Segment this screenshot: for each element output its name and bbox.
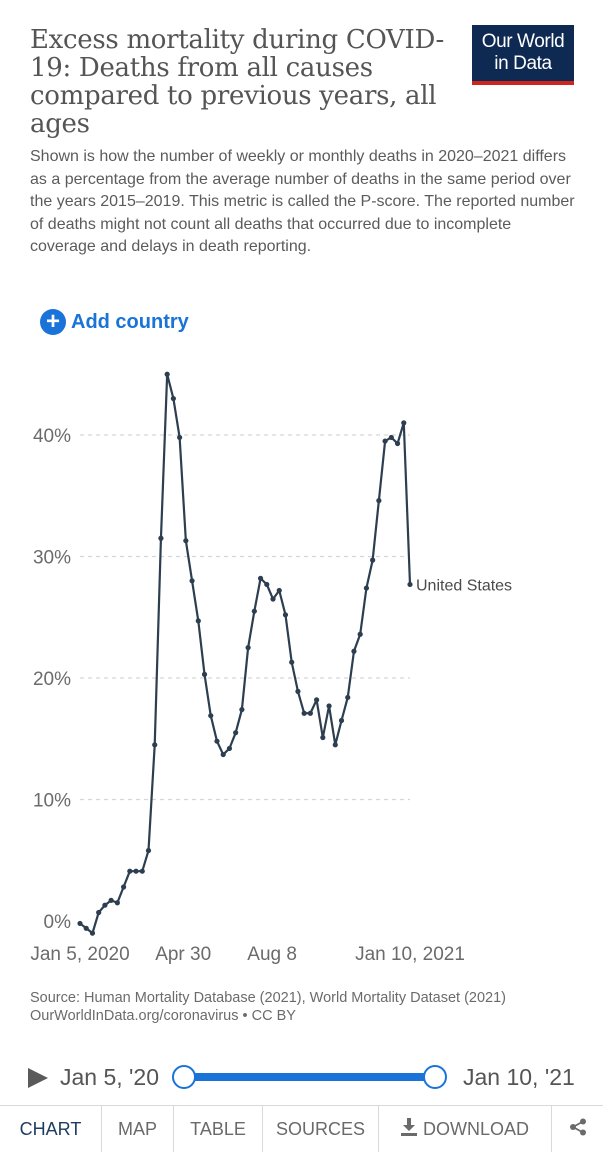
x-tick-label: Jan 5, 2020: [30, 944, 129, 965]
data-point: [177, 434, 183, 441]
data-point: [257, 575, 264, 581]
logo-line-1: Our World: [481, 31, 565, 52]
x-tick-label: Aug 8: [247, 944, 297, 965]
data-point: [382, 438, 388, 444]
tab-download[interactable]: DOWNLOAD: [379, 1106, 552, 1152]
data-point: [282, 612, 289, 618]
tab-map[interactable]: MAP: [102, 1106, 174, 1152]
source-url[interactable]: OurWorldInData.org/coronavirus • CC BY: [30, 1008, 296, 1024]
data-point: [208, 713, 214, 719]
timeline-start-label: Jan 5, '20: [60, 1064, 160, 1090]
data-point: [314, 697, 320, 703]
data-point: [102, 902, 108, 908]
series-line: [79, 373, 412, 935]
timeline-track[interactable]: [184, 1073, 436, 1081]
chart-title: Excess mortality during COVID-19: Deaths…: [30, 25, 444, 139]
data-point: [270, 596, 276, 602]
data-point: [170, 395, 176, 402]
data-point: [120, 884, 127, 890]
data-point: [239, 706, 245, 713]
data-point: [289, 659, 295, 665]
data-point: [295, 688, 301, 694]
data-point: [158, 535, 164, 541]
data-point: [152, 742, 158, 748]
add-country-button[interactable]: + Add country: [40, 308, 189, 336]
owid-logo[interactable]: Our World in Data: [472, 25, 574, 85]
data-point: [370, 557, 376, 563]
data-point: [363, 585, 370, 591]
data-point: [233, 730, 239, 736]
data-point: [251, 608, 257, 614]
y-tick-label: 0%: [44, 912, 72, 933]
tab-sources[interactable]: SOURCES: [263, 1106, 379, 1152]
data-point: [133, 868, 139, 874]
data-point: [264, 581, 270, 588]
y-tick-label: 40%: [33, 426, 71, 447]
add-country-label: Add country: [71, 310, 189, 333]
data-point: [245, 645, 251, 651]
data-point: [301, 710, 307, 716]
data-point: [164, 371, 170, 377]
data-point: [139, 868, 145, 874]
data-point: [77, 920, 83, 927]
tab-table[interactable]: TABLE: [174, 1106, 263, 1152]
y-tick-label: 30%: [33, 548, 71, 569]
data-point: [214, 738, 220, 744]
timeline: Jan 5, '20 Jan 10, '21: [0, 1056, 603, 1100]
data-point: [83, 925, 89, 931]
data-point: [195, 618, 201, 624]
data-point: [189, 578, 195, 584]
series-label: United States: [416, 577, 512, 594]
tab-map-label: MAP: [117, 1118, 157, 1139]
chart-subtitle: Shown is how the number of weekly or mon…: [30, 148, 575, 256]
timeline-end-handle[interactable]: [423, 1065, 447, 1089]
source-text: Source: Human Mortality Database (2021),…: [30, 990, 507, 1006]
data-point: [326, 703, 332, 709]
data-point: [388, 434, 394, 441]
data-point: [376, 498, 382, 504]
play-icon[interactable]: [28, 1068, 48, 1088]
data-point: [89, 930, 96, 936]
tab-sources-label: SOURCES: [275, 1118, 365, 1139]
share-icon: [569, 1118, 587, 1141]
timeline-start-handle[interactable]: [172, 1065, 196, 1089]
data-point: [407, 581, 413, 588]
download-icon: [400, 1117, 417, 1141]
tab-share[interactable]: [552, 1106, 603, 1152]
y-tick-label: 10%: [33, 791, 71, 812]
data-point: [145, 847, 152, 854]
data-point: [320, 734, 326, 741]
y-tick-label: 20%: [33, 669, 71, 690]
data-point: [276, 587, 282, 594]
tab-chart-label: CHART: [19, 1118, 82, 1139]
data-point: [114, 900, 120, 906]
tab-table-label: TABLE: [190, 1118, 246, 1139]
data-point: [201, 671, 208, 677]
data-point: [351, 648, 357, 654]
data-point: [183, 538, 189, 544]
data-point: [307, 710, 313, 716]
line-chart[interactable]: 0% 10% 20% 30% 40% Jan 5, 2020 Apr 30 Aug 8 Jan …: [0, 350, 603, 980]
x-tick-label: Jan 10, 2021: [355, 944, 465, 965]
tab-chart[interactable]: CHART: [0, 1106, 102, 1152]
x-tick-label: Apr 30: [155, 944, 211, 965]
timeline-end-label: Jan 10, '21: [463, 1064, 575, 1090]
plus-circle-icon: +: [40, 309, 66, 335]
data-point: [108, 897, 114, 903]
data-point: [345, 694, 351, 701]
data-point: [220, 751, 226, 758]
data-point: [96, 909, 102, 916]
data-point: [332, 742, 338, 748]
data-point: [338, 717, 345, 724]
data-point: [357, 631, 363, 637]
logo-line-2: in Data: [494, 53, 552, 74]
tab-download-label: DOWNLOAD: [422, 1118, 529, 1139]
data-point: [127, 868, 133, 874]
source-note: Source: Human Mortality Database (2021),…: [30, 989, 550, 1025]
data-point: [226, 745, 233, 752]
data-point: [401, 420, 407, 426]
data-point: [394, 440, 401, 447]
tab-bar: CHART MAP TABLE SOURCES DOWNLOAD: [0, 1105, 603, 1152]
